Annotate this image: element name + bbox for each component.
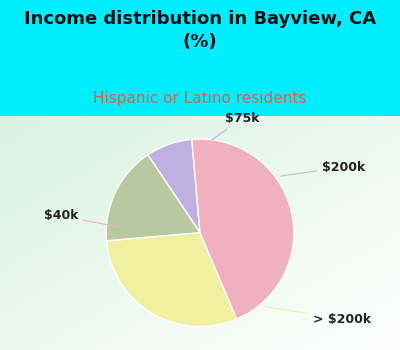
Text: > $200k: > $200k	[264, 306, 371, 326]
Wedge shape	[106, 233, 237, 327]
Wedge shape	[148, 139, 200, 233]
Text: Hispanic or Latino residents: Hispanic or Latino residents	[93, 91, 307, 106]
Text: $200k: $200k	[281, 161, 365, 176]
Wedge shape	[106, 155, 200, 241]
Text: $40k: $40k	[44, 209, 122, 228]
Text: $75k: $75k	[212, 112, 260, 140]
Wedge shape	[192, 139, 294, 319]
Text: Income distribution in Bayview, CA
(%): Income distribution in Bayview, CA (%)	[24, 10, 376, 51]
